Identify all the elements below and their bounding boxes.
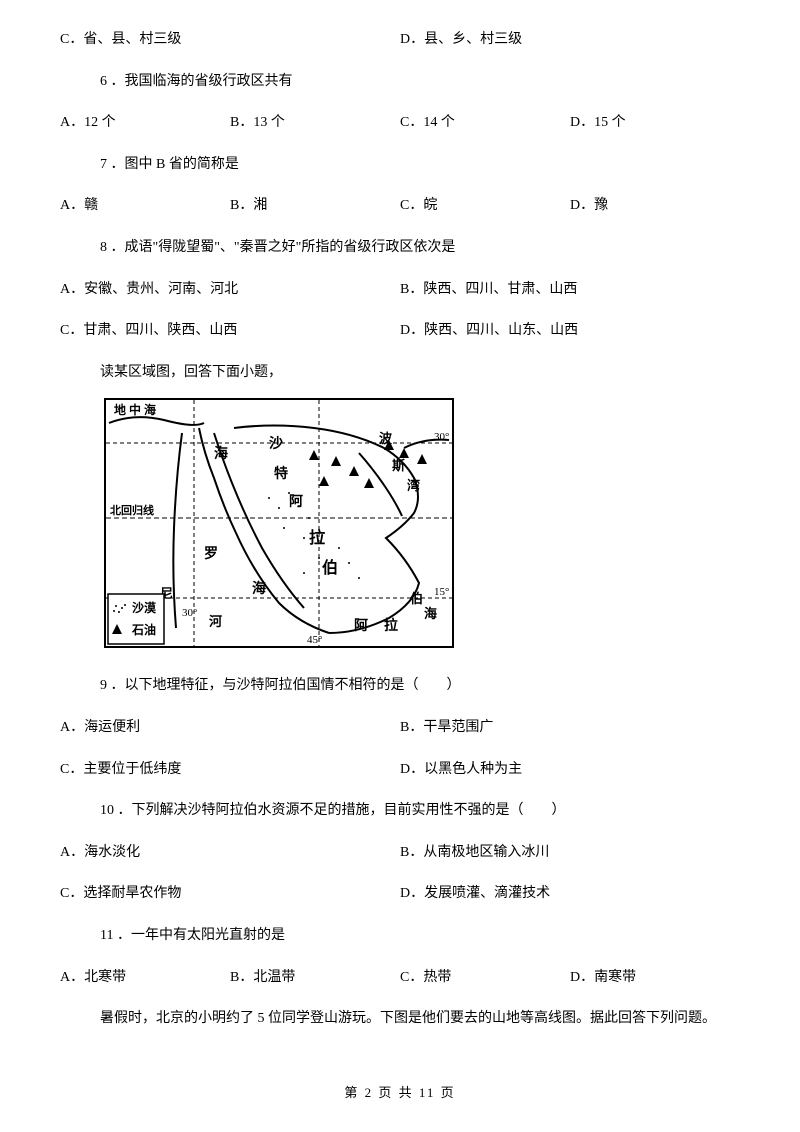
mediterranean-label: 地 中 海 — [114, 402, 156, 417]
option-b: B．湘 — [230, 196, 400, 216]
option-d: D．发展喷灌、滴灌技术 — [400, 884, 740, 904]
question-9-options-row2: C．主要位于低纬度 D．以黑色人种为主 — [60, 760, 740, 780]
lon-30-label: 30° — [182, 607, 197, 619]
page-footer: 第 2 页 共 11 页 — [60, 1078, 740, 1102]
legend-oil-label: 石油 — [131, 622, 156, 637]
lat-15-label: 15° — [434, 586, 449, 598]
label-la: 拉 — [309, 528, 325, 547]
option-b: B．北温带 — [230, 968, 400, 988]
option-d: D．以黑色人种为主 — [400, 760, 740, 780]
tropic-label: 北回归线 — [110, 503, 154, 517]
label-bo: 波 — [379, 431, 393, 446]
map-figure: 30° 北回归线 15° 30° 45° 地 中 海 — [104, 398, 740, 648]
option-d: D．南寒带 — [570, 968, 740, 988]
option-d: D．15 个 — [570, 113, 740, 133]
label-wan: 湾 — [407, 478, 420, 493]
label-te: 特 — [274, 465, 288, 482]
label-si: 斯 — [392, 458, 405, 473]
option-c: C．皖 — [400, 196, 570, 216]
question-7-options: A．赣 B．湘 C．皖 D．豫 — [60, 196, 740, 216]
question-6-stem: 6 ．我国临海的省级行政区共有 — [60, 72, 740, 92]
question-10-options-row1: A．海水淡化 B．从南极地区输入冰川 — [60, 843, 740, 863]
question-7-stem: 7 ．图中 B 省的简称是 — [60, 155, 740, 175]
option-a: A．海运便利 — [60, 718, 400, 738]
option-a: A．12 个 — [60, 113, 230, 133]
option-b: B．从南极地区输入冰川 — [400, 843, 740, 863]
label-sha: 沙 — [269, 436, 283, 452]
option-c: C．省、县、村三级 — [60, 30, 400, 50]
option-c: C．选择耐旱农作物 — [60, 884, 400, 904]
lon-45-label: 45° — [307, 634, 322, 646]
option-a: A．北寒带 — [60, 968, 230, 988]
option-b: B．干旱范围广 — [400, 718, 740, 738]
map-instruction: 读某区域图，回答下面小题， — [60, 363, 740, 383]
label-sea1: 海 — [214, 445, 228, 462]
exam-page: C．省、县、村三级 D．县、乡、村三级 6 ．我国临海的省级行政区共有 A．12… — [0, 0, 800, 1132]
option-b: B．13 个 — [230, 113, 400, 133]
option-b: B．陕西、四川、甘肃、山西 — [400, 280, 740, 300]
question-9-options-row1: A．海运便利 B．干旱范围广 — [60, 718, 740, 738]
prev-question-options: C．省、县、村三级 D．县、乡、村三级 — [60, 30, 740, 50]
option-c: C．热带 — [400, 968, 570, 988]
question-11-stem: 11 ．一年中有太阳光直射的是 — [60, 926, 740, 946]
lat-30-label: 30° — [434, 431, 449, 443]
option-c: C．甘肃、四川、陕西、山西 — [60, 321, 400, 341]
label-la2: 拉 — [384, 617, 398, 634]
question-10-stem: 10 ．下列解决沙特阿拉伯水资源不足的措施，目前实用性不强的是（ ） — [60, 801, 740, 821]
label-he: 河 — [209, 614, 222, 629]
legend-sand-label: 沙漠 — [132, 600, 157, 615]
question-10-options-row2: C．选择耐旱农作物 D．发展喷灌、滴灌技术 — [60, 884, 740, 904]
label-hai3: 海 — [424, 606, 437, 621]
question-9-stem: 9 ．以下地理特征，与沙特阿拉伯国情不相符的是（ ） — [60, 676, 740, 696]
question-8-stem: 8 ．成语"得陇望蜀"、"秦晋之好"所指的省级行政区依次是 — [60, 238, 740, 258]
question-8-options-row1: A．安徽、贵州、河南、河北 B．陕西、四川、甘肃、山西 — [60, 280, 740, 300]
label-bo2: 伯 — [322, 558, 338, 577]
option-d: D．陕西、四川、山东、山西 — [400, 321, 740, 341]
label-hai2: 海 — [252, 580, 266, 597]
option-d: D．豫 — [570, 196, 740, 216]
option-a: A．海水淡化 — [60, 843, 400, 863]
label-a2: 阿 — [354, 618, 368, 634]
option-d: D．县、乡、村三级 — [400, 30, 740, 50]
page-number: 第 2 页 共 11 页 — [60, 1084, 740, 1102]
question-6-options: A．12 个 B．13 个 C．14 个 D．15 个 — [60, 113, 740, 133]
label-bo3: 伯 — [410, 591, 423, 606]
label-a1: 阿 — [289, 494, 303, 510]
option-c: C．主要位于低纬度 — [60, 760, 400, 780]
question-11-options: A．北寒带 B．北温带 C．热带 D．南寒带 — [60, 968, 740, 988]
map-svg: 30° 北回归线 15° 30° 45° 地 中 海 — [104, 398, 454, 648]
option-c: C．14 个 — [400, 113, 570, 133]
option-a: A．安徽、贵州、河南、河北 — [60, 280, 400, 300]
question-8-options-row2: C．甘肃、四川、陕西、山西 D．陕西、四川、山东、山西 — [60, 321, 740, 341]
option-a: A．赣 — [60, 196, 230, 216]
label-luo: 罗 — [204, 546, 218, 562]
scenario-text: 暑假时，北京的小明约了 5 位同学登山游玩。下图是他们要去的山地等高线图。据此回… — [60, 1009, 740, 1029]
